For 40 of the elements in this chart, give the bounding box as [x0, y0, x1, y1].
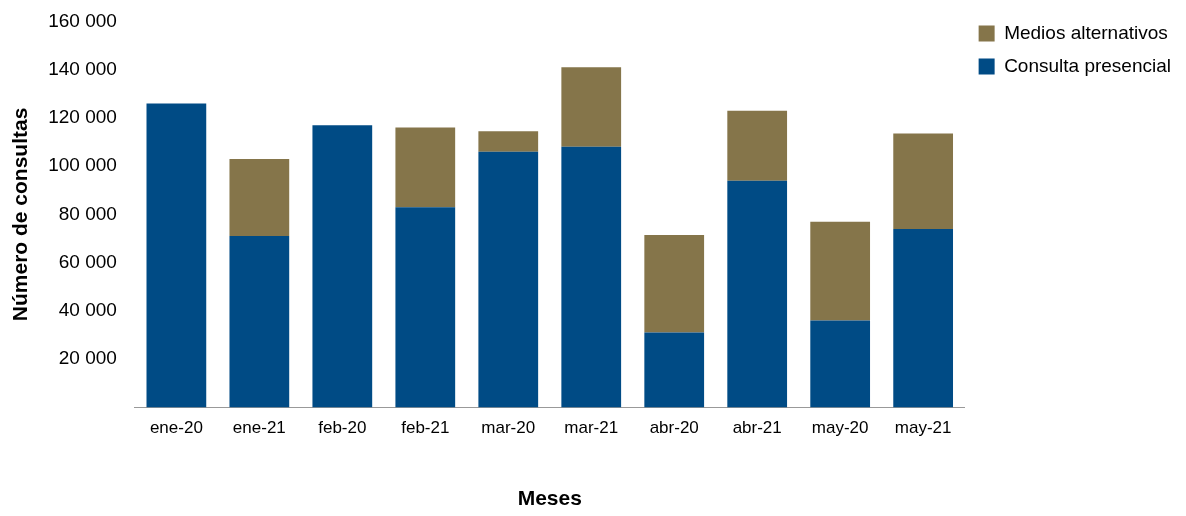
- x-tick-label: abr-21: [732, 418, 782, 438]
- bar: [727, 180, 788, 408]
- y-tick-label: 20 000: [58, 347, 117, 369]
- bar: [395, 127, 456, 208]
- bar: [810, 320, 871, 408]
- y-tick-label: 160 000: [48, 9, 117, 31]
- y-tick-label: 80 000: [58, 202, 117, 224]
- bar: [810, 221, 871, 321]
- bar: [478, 151, 539, 408]
- bar: [395, 207, 456, 408]
- x-tick-label: feb-21: [401, 418, 450, 438]
- x-tick-label: mar-20: [481, 418, 536, 438]
- bar: [312, 125, 373, 408]
- y-tick-label: 100 000: [48, 154, 117, 176]
- x-tick-label: ene-20: [149, 418, 203, 438]
- y-tick-label: 60 000: [58, 250, 117, 272]
- x-tick-label: feb-20: [318, 418, 367, 438]
- bar: [893, 228, 954, 408]
- x-tick-label: may-20: [811, 418, 869, 438]
- y-tick-label: 120 000: [48, 106, 117, 128]
- bar: [644, 332, 705, 408]
- y-tick-label: 40 000: [58, 299, 117, 321]
- x-tick-label: ene-21: [232, 418, 286, 438]
- bar: [644, 234, 705, 333]
- legend-label: Consulta presencial: [1004, 54, 1171, 76]
- x-tick-label: may-21: [894, 418, 952, 438]
- x-tick-label: abr-20: [649, 418, 699, 438]
- bar: [727, 110, 788, 181]
- x-axis-title: Meses: [517, 486, 582, 510]
- bar: [478, 131, 539, 152]
- bar: [229, 158, 290, 237]
- bar: [146, 103, 207, 408]
- bar: [561, 67, 622, 147]
- bar: [893, 133, 954, 229]
- y-tick-label: 140 000: [48, 57, 117, 79]
- bar: [561, 146, 622, 408]
- x-tick-label: mar-21: [564, 418, 619, 438]
- y-axis-title: Número de consultas: [8, 107, 32, 322]
- legend-label: Medios alternativos: [1004, 21, 1168, 43]
- bar: [229, 236, 290, 408]
